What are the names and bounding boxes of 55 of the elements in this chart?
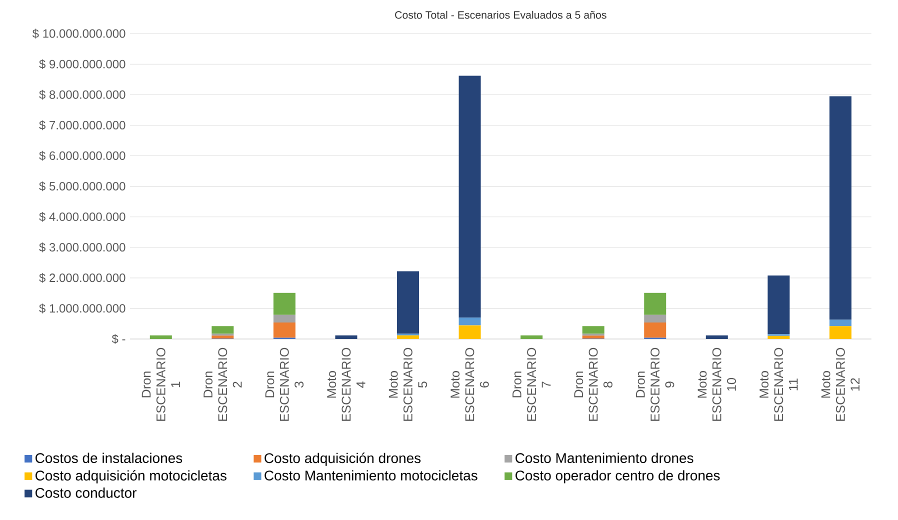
y-tick-label: $ 5.000.000.000 bbox=[39, 181, 126, 192]
x-tick-label: Dron ESCENARIO 9 bbox=[636, 348, 674, 421]
bar bbox=[397, 335, 420, 339]
bar bbox=[829, 320, 852, 326]
x-tick-label: Moto ESCENARIO 5 bbox=[388, 348, 428, 421]
bar bbox=[458, 325, 481, 339]
bar bbox=[458, 318, 481, 326]
y-tick-label: $ 4.000.000.000 bbox=[39, 212, 126, 222]
y-tick-label: $ 2.000.000.000 bbox=[39, 273, 126, 283]
bar bbox=[644, 292, 666, 315]
x-tick-label: Dron ESCENARIO 1 bbox=[142, 348, 180, 421]
bar bbox=[335, 335, 358, 339]
legend-label: Costo adquisición motocicletas bbox=[36, 470, 226, 484]
x-tick-label: Moto ESCENARIO 11 bbox=[760, 348, 798, 421]
y-tick-label: $ 7.000.000.000 bbox=[39, 120, 126, 130]
bar bbox=[150, 335, 172, 339]
y-tick-label: $ 9.000.000.000 bbox=[39, 59, 126, 70]
bar bbox=[644, 322, 666, 338]
bar bbox=[458, 76, 481, 318]
legend-label: Costo operador centro de drones bbox=[516, 470, 720, 484]
bar bbox=[768, 275, 790, 334]
x-tick-label: Moto ESCENARIO 4 bbox=[327, 348, 366, 421]
y-tick-label: $ - bbox=[112, 334, 126, 344]
bar bbox=[706, 335, 728, 339]
x-tick-label: Moto ESCENARIO 6 bbox=[450, 348, 489, 421]
bar bbox=[273, 322, 296, 338]
legend-label: Costos de instalaciones bbox=[36, 452, 182, 464]
x-tick-label: Dron ESCENARIO 3 bbox=[265, 348, 304, 421]
legend-label: Costo Mantenimiento drones bbox=[516, 452, 694, 464]
bar bbox=[212, 336, 234, 339]
bar bbox=[212, 326, 234, 334]
legend-label: Costo conductor bbox=[36, 488, 137, 498]
x-tick-label: Dron ESCENARIO 8 bbox=[574, 348, 612, 421]
y-tick-label: $ 10.000.000.000 bbox=[32, 28, 126, 39]
bar bbox=[644, 314, 666, 322]
bar bbox=[829, 326, 852, 339]
bar bbox=[520, 335, 543, 339]
chart-title: Costo Total - Escenarios Evaluados a 5 años bbox=[395, 10, 606, 19]
x-tick-label: Dron ESCENARIO 7 bbox=[512, 348, 551, 421]
y-tick-label: $ 8.000.000.000 bbox=[39, 90, 126, 100]
y-tick-label: $ 3.000.000.000 bbox=[39, 242, 126, 252]
bar bbox=[768, 336, 790, 339]
bar bbox=[273, 314, 296, 322]
bar bbox=[397, 271, 420, 334]
x-tick-label: Dron ESCENARIO 2 bbox=[204, 348, 242, 421]
y-tick-label: $ 1.000.000.000 bbox=[39, 304, 126, 314]
bar bbox=[582, 336, 604, 339]
bar bbox=[829, 96, 852, 320]
legend-label: Costo Mantenimiento motocicletas bbox=[264, 470, 478, 480]
legend-label: Costo adquisición drones bbox=[264, 452, 421, 466]
bar bbox=[582, 326, 604, 334]
y-tick-label: $ 6.000.000.000 bbox=[39, 150, 126, 161]
x-tick-label: Moto ESCENARIO 10 bbox=[698, 348, 736, 421]
bar bbox=[273, 292, 296, 315]
x-tick-label: Moto ESCENARIO 12 bbox=[821, 348, 860, 421]
